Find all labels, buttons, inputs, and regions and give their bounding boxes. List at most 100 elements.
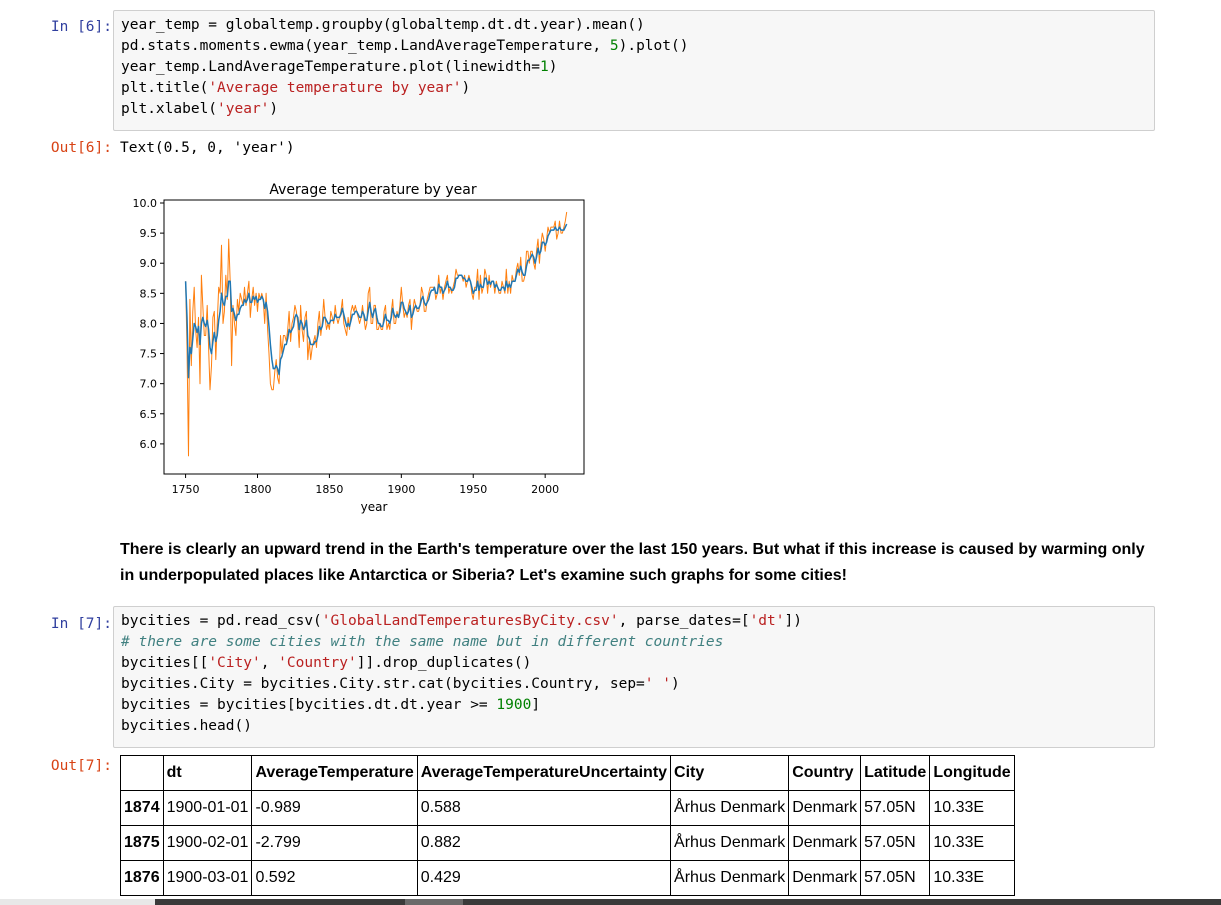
code-token: year_temp = globaltemp.groupby(globaltem… xyxy=(121,17,645,33)
output-prompt-7: Out[7]: xyxy=(50,758,112,774)
x-tick-label: 1950 xyxy=(459,483,487,496)
table-cell: 10.33E xyxy=(929,790,1015,826)
y-tick-label: 9.0 xyxy=(140,257,158,270)
series-line-1 xyxy=(184,223,568,379)
table-row: 1875 1900-02-01 -2.799 0.882 Århus Denmark De… xyxy=(120,825,1015,861)
code-token: , parse_dates=[ xyxy=(618,613,750,629)
x-tick-label: 1800 xyxy=(243,483,271,496)
code-token: 'dt' xyxy=(749,613,785,629)
code-token: # there are some cities with the same na… xyxy=(121,634,724,650)
column-header: AverageTemperatureUncertainty xyxy=(416,755,672,791)
code-token: 1900 xyxy=(496,697,532,713)
column-header: Longitude xyxy=(929,755,1015,791)
code-token: 5 xyxy=(609,38,619,54)
code-line: bycities[['City', 'Country']].drop_dupli… xyxy=(121,653,1147,674)
table-cell: Århus Denmark xyxy=(670,860,790,896)
input-prompt-7: In [7]: xyxy=(50,616,112,632)
row-index: 1876 xyxy=(120,860,164,896)
table-cell: 57.05N xyxy=(860,860,931,896)
column-header: Country xyxy=(788,755,862,791)
code-token: ) xyxy=(269,101,279,117)
code-cell-6[interactable]: year_temp = globaltemp.groupby(globaltem… xyxy=(113,10,1155,131)
column-header xyxy=(120,755,164,791)
table-cell: 10.33E xyxy=(929,860,1015,896)
x-ticks: 1750 1800 1850 1900 1950 2000 xyxy=(172,474,559,496)
table-cell: 0.588 xyxy=(416,790,672,826)
code-line: plt.title('Average temperature by year') xyxy=(121,78,1147,99)
row-index: 1874 xyxy=(120,790,164,826)
code-token: ] xyxy=(531,697,541,713)
code-token: bycities.head() xyxy=(121,718,252,734)
code-line: bycities = bycities[bycities.dt.dt.year … xyxy=(121,695,1147,716)
code-token: bycities = bycities[bycities.dt.dt.year … xyxy=(121,697,497,713)
y-tick-label: 8.5 xyxy=(140,287,158,300)
y-tick-label: 8.0 xyxy=(140,317,158,330)
table-cell: Århus Denmark xyxy=(670,790,790,826)
table-cell: 10.33E xyxy=(929,825,1015,861)
y-tick-label: 6.5 xyxy=(140,408,158,421)
code-line: year_temp.LandAverageTemperature.plot(li… xyxy=(121,57,1147,78)
scrollbar-highlight xyxy=(405,899,463,905)
y-tick-label: 6.0 xyxy=(140,438,158,451)
code-line: # there are some cities with the same na… xyxy=(121,632,1147,653)
code-lines-6: year_temp = globaltemp.groupby(globaltem… xyxy=(121,15,1147,120)
table-cell: 0.592 xyxy=(251,860,418,896)
table-cell: Denmark xyxy=(788,825,862,861)
table-cell: 1900-01-01 xyxy=(162,790,253,826)
code-line: plt.xlabel('year') xyxy=(121,99,1147,120)
y-ticks: 6.0 6.5 7.0 7.5 8.0 8.5 9.0 9.5 10.0 xyxy=(133,197,164,451)
code-token: , xyxy=(260,655,279,671)
code-token: ]].drop_duplicates() xyxy=(356,655,532,671)
table-cell: 57.05N xyxy=(860,825,931,861)
x-tick-label: 1750 xyxy=(172,483,200,496)
table-cell: 0.882 xyxy=(416,825,672,861)
code-token: plt.xlabel( xyxy=(121,101,218,117)
code-line: year_temp = globaltemp.groupby(globaltem… xyxy=(121,15,1147,36)
code-line: bycities = pd.read_csv('GlobalLandTemper… xyxy=(121,611,1147,632)
x-tick-label: 1900 xyxy=(387,483,415,496)
output-text-6: Text(0.5, 0, 'year') xyxy=(120,140,295,156)
table-cell: Århus Denmark xyxy=(670,825,790,861)
code-token: ' ' xyxy=(644,676,671,692)
output-prompt-6: Out[6]: xyxy=(50,140,112,156)
series-layer xyxy=(184,211,568,457)
temperature-chart: Average temperature by year 1750 1800 1850… xyxy=(133,182,585,514)
table-cell: 0.429 xyxy=(416,860,672,896)
code-token: ) xyxy=(671,676,680,692)
column-header: AverageTemperature xyxy=(251,755,418,791)
chart-title: Average temperature by year xyxy=(269,182,476,198)
x-tick-label: 2000 xyxy=(531,483,559,496)
dataframe-table: dt AverageTemperature AverageTemperatureUn… xyxy=(120,755,1015,896)
code-token: 'City' xyxy=(208,655,261,671)
code-line: bycities.City = bycities.City.str.cat(by… xyxy=(121,674,1147,695)
series-line-0 xyxy=(185,211,568,457)
code-token: 'Country' xyxy=(278,655,357,671)
table-cell: Denmark xyxy=(788,790,862,826)
table-cell: -2.799 xyxy=(251,825,418,861)
code-token: 'year' xyxy=(217,101,270,117)
code-token: bycities.City = bycities.City.str.cat(by… xyxy=(121,676,645,692)
table-body: 1874 1900-01-01 -0.989 0.588 Århus Denmark De… xyxy=(120,790,1015,896)
table-cell: Denmark xyxy=(788,860,862,896)
table-cell: 1900-02-01 xyxy=(162,825,253,861)
table-row: 1874 1900-01-01 -0.989 0.588 Århus Denmark De… xyxy=(120,790,1015,826)
column-header: dt xyxy=(162,755,253,791)
code-token: ).plot() xyxy=(618,38,689,54)
y-tick-label: 7.5 xyxy=(140,348,158,361)
horizontal-scrollbar-thumb[interactable] xyxy=(155,899,1221,905)
plot-frame xyxy=(163,199,585,475)
code-token: plt.title( xyxy=(121,80,209,96)
input-prompt-6: In [6]: xyxy=(50,19,112,35)
code-token: pd.stats.moments.ewma(year_temp.LandAver… xyxy=(121,38,610,54)
y-tick-label: 10.0 xyxy=(133,197,158,210)
table-header-row: dt AverageTemperature AverageTemperatureUn… xyxy=(120,755,1015,791)
code-lines-7: bycities = pd.read_csv('GlobalLandTemper… xyxy=(121,611,1147,737)
code-token: 'Average temperature by year' xyxy=(208,80,462,96)
x-axis-label: year xyxy=(361,500,388,514)
code-cell-7[interactable]: bycities = pd.read_csv('GlobalLandTemper… xyxy=(113,606,1155,748)
code-token: 'GlobalLandTemperaturesByCity.csv' xyxy=(321,613,619,629)
markdown-paragraph: There is clearly an upward trend in the … xyxy=(120,541,1145,584)
code-token: ]) xyxy=(784,613,802,629)
table-row: 1876 1900-03-01 0.592 0.429 Århus Denmark Den… xyxy=(120,860,1015,896)
row-index: 1875 xyxy=(120,825,164,861)
